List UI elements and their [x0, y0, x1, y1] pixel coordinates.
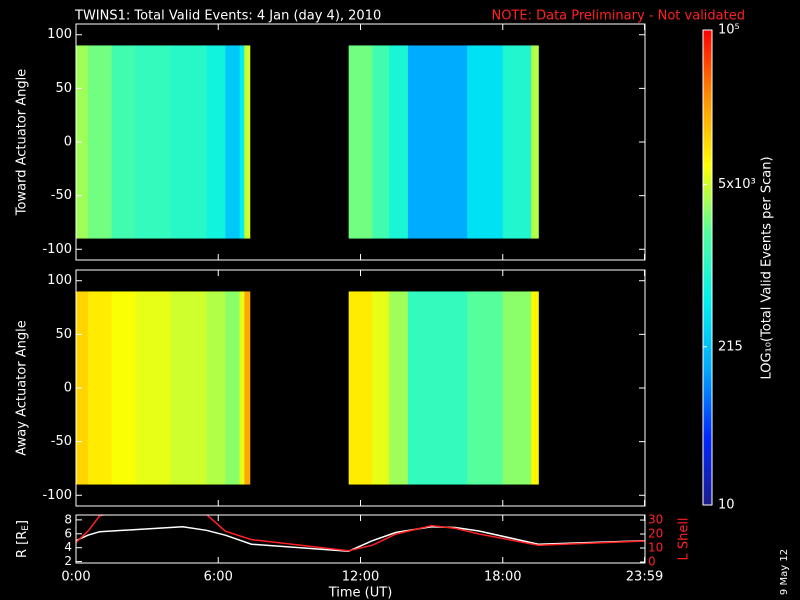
heat-cell [372, 291, 390, 485]
x-tick-label: 12:00 [342, 570, 379, 585]
heat-cell [348, 45, 373, 239]
y-tick-label: 2 [64, 554, 72, 568]
heat-cell [388, 291, 409, 485]
heat-cell [87, 291, 113, 485]
x-axis-label: Time (UT) [328, 586, 393, 600]
y-tick-label: 0 [64, 135, 72, 150]
y-tick-label: -100 [42, 488, 72, 503]
heat-cell [407, 45, 468, 239]
heat-cell [244, 45, 251, 239]
y-tick-label: 4 [64, 540, 72, 554]
heat-cell [76, 291, 89, 485]
x-tick-label: 18:00 [484, 570, 521, 585]
colorbar [702, 29, 713, 506]
y-tick-label: 100 [47, 27, 72, 42]
heat-cell [76, 45, 89, 239]
heat-cell [239, 45, 245, 239]
heat-cell [388, 45, 409, 239]
y-tick-label: -50 [51, 188, 72, 203]
y-axis-label-part: R [R [15, 531, 30, 558]
y-axis-label-part: ] [15, 520, 30, 525]
y-tick-label: 0 [64, 381, 72, 396]
y-tick-label: 100 [47, 273, 72, 288]
x-tick-label: 0:00 [61, 570, 90, 585]
heat-cell [502, 291, 532, 485]
heat-cell [206, 45, 226, 239]
y2-tick-label: 10 [648, 541, 663, 555]
y-tick-label: 8 [64, 512, 72, 526]
y-axis-label: Toward Actuator Angle [15, 69, 30, 216]
colorbar-tick-label: 10⁵ [718, 23, 740, 38]
heat-cell [170, 45, 207, 239]
y2-tick-label: 30 [648, 513, 663, 527]
y2-tick-label: 20 [648, 527, 663, 541]
note: NOTE: Data Preliminary - Not validated [491, 9, 745, 24]
x-tick-label: 6:00 [204, 570, 233, 585]
heat-cell [135, 45, 172, 239]
side-note: 9 May 12 [779, 549, 790, 595]
y-tick-label: 6 [64, 526, 72, 540]
heat-cell [502, 45, 532, 239]
heat-cell [467, 45, 504, 239]
heat-cell [225, 291, 241, 485]
heat-cell [87, 45, 113, 239]
y2-axis-label: L Shell [677, 517, 692, 560]
line-plot-area [76, 515, 645, 552]
y-axis-label: Away Actuator Angle [15, 320, 30, 455]
heat-cell [239, 291, 245, 485]
heat-cell [372, 45, 390, 239]
y-tick-label: 50 [55, 327, 72, 342]
y-tick-label: -100 [42, 242, 72, 257]
heat-cell [348, 291, 373, 485]
colorbar-tick-label: 10 [718, 498, 735, 513]
y-tick-label: 50 [55, 81, 72, 96]
heat-cell [206, 291, 226, 485]
y-axis-label-part: E [21, 525, 31, 531]
heat-cell [531, 45, 539, 239]
heat-cell [135, 291, 172, 485]
chart-title: TWINS1: Total Valid Events: 4 Jan (day 4… [74, 9, 381, 24]
x-tick-label: 23:59 [626, 570, 663, 585]
colorbar-label: LOG₁₀(Total Valid Events per Scan) [760, 156, 775, 379]
heat-cell [407, 291, 468, 485]
y2-tick-label: 0 [648, 555, 656, 569]
data-line [76, 515, 645, 552]
y-tick-label: -50 [51, 434, 72, 449]
heat-cell [111, 291, 136, 485]
heat-cell [111, 45, 136, 239]
colorbar-tick-label: 5x10³ [718, 177, 756, 192]
heat-cell [244, 291, 251, 485]
colorbar-tick-label: 215 [718, 339, 743, 354]
heat-cell [225, 45, 241, 239]
y-axis-label: R [RE] [15, 520, 31, 558]
heat-cell [467, 291, 504, 485]
heat-cell [531, 291, 539, 485]
heat-cell [170, 291, 207, 485]
